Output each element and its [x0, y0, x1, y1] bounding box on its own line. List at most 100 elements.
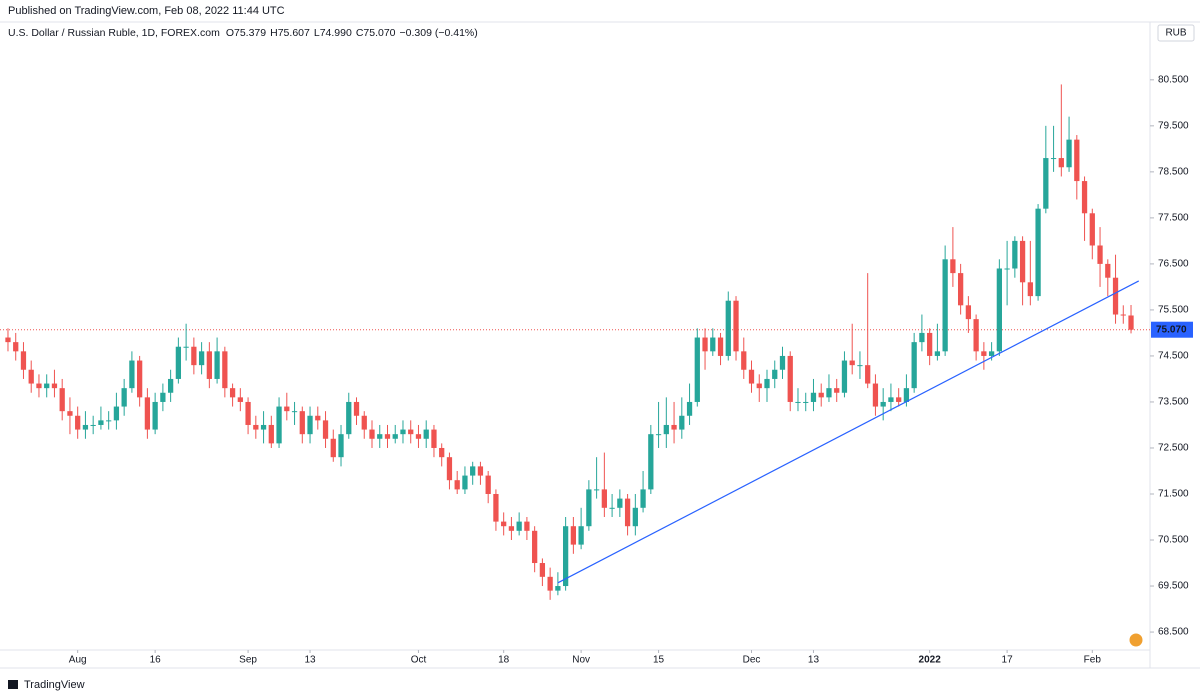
candle-body	[13, 342, 19, 352]
candle-body	[5, 337, 11, 343]
candle-body	[725, 300, 731, 356]
candle-body	[632, 507, 638, 527]
footer-brand: TradingView	[24, 679, 85, 691]
y-tick-label: 76.500	[1158, 259, 1189, 270]
candle-body	[547, 576, 553, 591]
candle-body	[857, 365, 863, 367]
candle-body	[508, 526, 515, 531]
candle-body	[532, 530, 538, 564]
x-tick-label: Sep	[239, 655, 257, 666]
candle-body	[617, 498, 623, 508]
candle-body	[849, 360, 855, 366]
candle-body	[562, 526, 569, 587]
candle-body	[1035, 208, 1041, 297]
candle-body	[183, 346, 189, 348]
candle-body	[237, 397, 243, 402]
candle-body	[516, 521, 522, 531]
candle-body	[67, 411, 73, 416]
legend-item: C	[356, 27, 364, 39]
candle-body	[1019, 240, 1026, 283]
candle-body	[927, 332, 933, 356]
candle-body	[377, 434, 383, 439]
candle-body	[400, 429, 406, 435]
x-tick-label: Nov	[572, 655, 590, 666]
y-tick-label: 78.500	[1158, 167, 1189, 178]
candle-body	[82, 424, 89, 430]
candle-body	[175, 346, 182, 379]
x-tick-label: 13	[808, 655, 820, 666]
candle-body	[392, 434, 398, 439]
logo-icon	[8, 680, 18, 689]
y-tick-label: 77.500	[1158, 213, 1189, 224]
legend-item: 75.070	[363, 27, 395, 39]
candle-body	[888, 397, 894, 402]
currency-box[interactable]	[1157, 24, 1195, 42]
x-tick-label: 15	[653, 655, 665, 666]
candle-body	[260, 424, 267, 430]
candle-body	[988, 351, 995, 356]
candle-body	[299, 411, 305, 435]
candle-body	[865, 365, 871, 384]
legend-item: O	[226, 27, 234, 39]
candle-body	[779, 355, 786, 370]
candle-body	[1043, 158, 1049, 209]
candle-body	[601, 489, 607, 508]
legend-item: L	[314, 27, 320, 39]
candle-body	[113, 406, 120, 421]
candle-body	[795, 401, 801, 403]
candle-body	[679, 415, 685, 430]
candle-body	[1112, 277, 1119, 315]
candle-body	[1128, 315, 1134, 330]
candle-body	[214, 351, 220, 379]
candle-body	[996, 268, 1002, 352]
candle-body	[477, 466, 484, 476]
flag-icon	[1128, 632, 1144, 648]
x-tick-label: 2022	[919, 655, 942, 666]
candle-body	[431, 429, 437, 448]
candle-body	[1074, 139, 1080, 182]
candle-body	[423, 429, 429, 439]
candle-body	[648, 434, 654, 490]
candle-body	[268, 424, 274, 444]
candle-body	[44, 383, 50, 389]
candle-body	[671, 424, 677, 430]
candle-body	[439, 447, 445, 458]
candle-body	[810, 392, 817, 402]
candle-body	[137, 360, 143, 398]
candle-body	[694, 337, 700, 402]
candle-body	[446, 457, 453, 481]
y-tick-label: 80.500	[1158, 74, 1189, 85]
candle-body	[872, 383, 879, 407]
x-tick-label: Aug	[69, 655, 87, 666]
legend-item: H	[270, 27, 278, 39]
candle-body	[284, 406, 290, 412]
candle-body	[1027, 282, 1033, 297]
x-tick-label: 17	[1002, 655, 1014, 666]
candle-body	[51, 383, 58, 389]
y-tick-label: 74.500	[1158, 351, 1189, 362]
candle-body	[756, 383, 762, 389]
candle-body	[338, 434, 344, 458]
candle-body	[369, 429, 375, 439]
y-tick-label: 73.500	[1158, 397, 1189, 408]
candle-body	[167, 378, 174, 393]
candle-body	[841, 360, 848, 393]
candle-body	[36, 383, 42, 389]
candle-body	[950, 259, 956, 274]
candle-body	[624, 498, 631, 527]
candle-body	[555, 586, 561, 591]
candle-body	[160, 392, 166, 402]
candle-body	[59, 388, 65, 412]
candle-body	[663, 424, 669, 435]
candle-body	[586, 489, 592, 527]
currency-label[interactable]: RUB	[1165, 28, 1186, 39]
candle-body	[741, 351, 747, 370]
candle-body	[253, 424, 259, 430]
y-tick-label: 70.500	[1158, 535, 1189, 546]
candle-body	[330, 438, 336, 458]
candle-body	[609, 507, 615, 509]
candle-body	[28, 369, 34, 384]
candle-body	[965, 305, 972, 320]
candle-body	[276, 406, 282, 444]
